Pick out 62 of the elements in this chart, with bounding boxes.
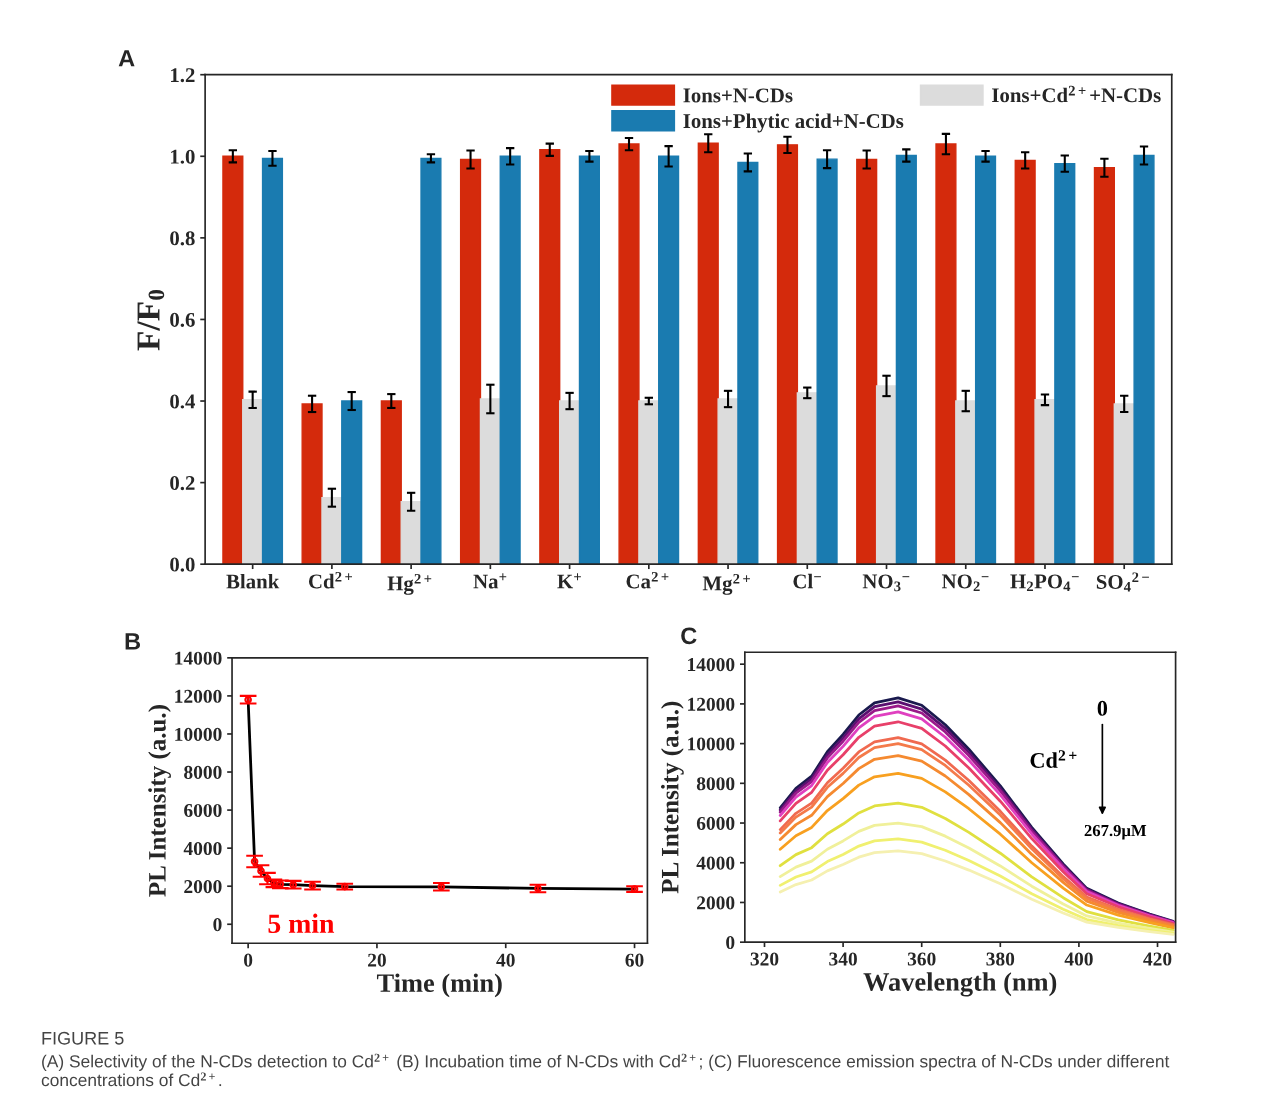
y-tick-label: 14000 (688, 658, 735, 672)
x-tick-label: 40 (496, 953, 515, 967)
annotation: Cd$^{2+}$ (1030, 750, 1077, 768)
y-tick-label: 2000 (184, 880, 222, 894)
x-tick-label: 60 (625, 953, 644, 967)
y-tick-label: 1.0 (171, 149, 195, 164)
x-tick-label: 420 (1143, 952, 1172, 966)
y-tick-label: 10000 (688, 737, 735, 751)
annotation: 5 min (268, 913, 335, 934)
x-tick-label: 20 (368, 953, 386, 967)
y-tick-label: 6000 (696, 816, 735, 830)
x-tick-label: Mg$^{2+}$ (702, 573, 750, 595)
x-tick-label: Cl$^{−}$ (793, 573, 821, 589)
x-tick-label: 340 (829, 952, 857, 966)
y-tick-label: 12000 (175, 689, 222, 703)
x-tick-label: Na$^{+}$ (473, 573, 507, 589)
x-tick-label: Ca$^{2+}$ (626, 571, 669, 589)
chart-title: C (681, 627, 697, 645)
x-axis-title: Time (min) (376, 973, 502, 998)
y-tick-label: 0.6 (170, 312, 195, 327)
x-tick-label: 380 (986, 952, 1015, 966)
legend-label: Ions+Phytic acid+N-CDs (683, 113, 904, 133)
y-tick-label: 0.8 (170, 231, 195, 246)
annotation: 0 (1097, 700, 1108, 716)
x-tick-label: SO$_{4}$$^{2−}$ (1096, 572, 1149, 592)
y-tick-label: 0 (213, 918, 222, 932)
x-tick-label: 0 (244, 953, 253, 967)
y-tick-label: 0.2 (170, 475, 195, 491)
x-tick-label: 400 (1064, 952, 1093, 966)
y-tick-label: 8000 (696, 777, 735, 791)
caption: FIGURE 5 (42, 1031, 124, 1045)
x-axis-title: Wavelength (nm) (863, 972, 1057, 997)
x-tick-label: NO$_{2}$$^{−}$ (941, 574, 989, 592)
x-tick-label: Cd$^{2+}$ (308, 571, 352, 589)
chart-title: B (125, 633, 141, 650)
x-tick-label: 360 (907, 952, 936, 966)
x-tick-label: Blank (226, 573, 280, 589)
y-tick-label: 2000 (697, 896, 735, 910)
y-tick-label: 4000 (696, 856, 735, 870)
chart-title: A (118, 50, 135, 67)
y-tick-label: 0.4 (170, 394, 196, 409)
text: (A) Selectivity of the N-CDs detection to Cd$^{2+}$ (B) Incubation time of N-CDs with Cd$^{2+}$; (C) Fluorescence emission spectra of N-CDs under different concentrations of Cd$^{2+}$. (41, 1053, 1170, 1087)
x-tick-label: 320 (750, 952, 779, 966)
legend-label: Ions+N-CDs (683, 88, 793, 103)
legend-label: Ions+Cd$^{2+}$+N-CDs (992, 85, 1161, 103)
y-tick-label: 0 (726, 935, 735, 950)
y-tick-label: 14000 (175, 651, 222, 665)
x-tick-label: K$^{+}$ (557, 573, 581, 589)
annotation: 267.9μM (1084, 824, 1147, 840)
y-tick-label: 12000 (688, 697, 735, 711)
y-tick-label: 4000 (183, 841, 222, 856)
y-tick-label: 10000 (175, 727, 222, 741)
y-axis-title: PL Intensity (a.u.) (660, 701, 684, 894)
y-tick-label: 8000 (184, 765, 222, 779)
y-tick-label: 1.2 (171, 68, 195, 83)
y-axis-title: F/F$_{0}$ (137, 289, 165, 351)
y-tick-label: 0.0 (170, 557, 195, 572)
x-tick-label: NO$_{3}$$^{−}$ (862, 574, 910, 592)
y-axis-title: PL Intensity (a.u.) (148, 705, 171, 897)
x-tick-label: H$_{2}$PO$_{4}$$^{−}$ (1010, 574, 1079, 592)
x-tick-label: Hg$^{2+}$ (387, 573, 432, 595)
y-tick-label: 6000 (184, 803, 222, 818)
